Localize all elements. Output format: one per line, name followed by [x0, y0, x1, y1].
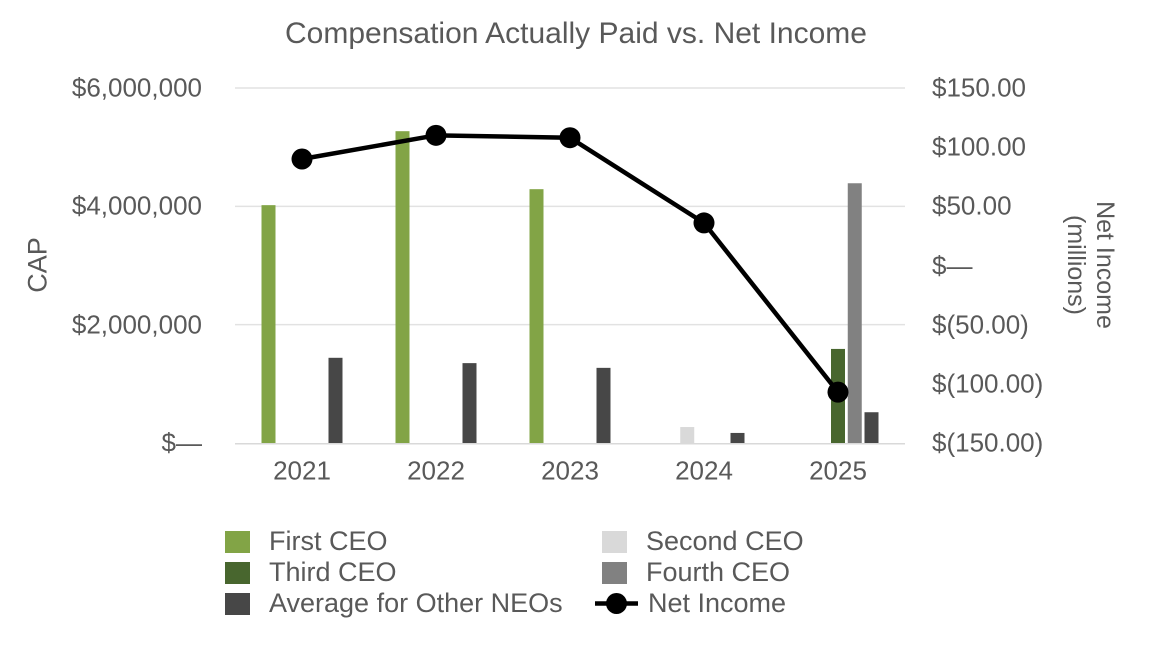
net-income-point-2023: [559, 127, 581, 149]
bar-average-for-other-neos-2025: [864, 412, 879, 443]
x-axis-label-2025: 2025: [809, 455, 867, 486]
right-axis-tick: $(100.00): [932, 368, 1044, 399]
net-income-point-2025: [827, 381, 849, 403]
legend-swatch-first-ceo-icon: [225, 530, 250, 553]
bar-fourth-ceo-2025: [847, 183, 862, 443]
x-axis-label-2021: 2021: [273, 455, 331, 486]
net-income-line: [301, 133, 840, 394]
right-axis-tick: $—: [932, 250, 973, 280]
right-axis-title-line2: (millions): [1062, 215, 1090, 315]
legend-label: First CEO: [269, 526, 388, 556]
right-axis-tick: $(50.00): [932, 309, 1029, 340]
bar-first-ceo-2022: [395, 131, 410, 444]
right-axis-tick: $150.00: [932, 72, 1026, 103]
left-axis-tick: $—: [161, 427, 202, 458]
left-axis-tick: $6,000,000: [71, 72, 202, 103]
legend-label: Third CEO: [269, 557, 397, 587]
left-axis-tick: $2,000,000: [71, 309, 202, 340]
chart-title: Compensation Actually Paid vs. Net Incom…: [285, 17, 867, 50]
legend-item-third-ceo: Third CEO: [225, 557, 602, 588]
legend-item-net-income: Net Income: [595, 588, 804, 619]
net-income-point-2022: [425, 124, 447, 146]
legend-item-fourth-ceo: Fourth CEO: [602, 557, 804, 588]
x-axis-label-2024: 2024: [675, 455, 733, 486]
bar-average-for-other-neos-2021: [328, 357, 343, 443]
right-axis-tick: $(150.00): [932, 427, 1044, 458]
legend-item-second-ceo: Second CEO: [602, 526, 804, 557]
bar-average-for-other-neos-2023: [596, 367, 611, 443]
legend-label: Second CEO: [646, 526, 804, 556]
left-axis-title: CAP: [22, 237, 53, 293]
legend-swatch-second-ceo-icon: [602, 530, 627, 553]
right-axis-title-line1: Net Income: [1091, 201, 1119, 329]
bar-first-ceo-2023: [529, 189, 544, 443]
x-axis-label-2023: 2023: [541, 455, 599, 486]
legend-swatch-fourth-ceo-icon: [602, 561, 627, 584]
legend-swatch-third-ceo-icon: [225, 561, 250, 584]
net-income-point-2021: [291, 148, 313, 170]
net-income-line-marker-icon: [595, 593, 638, 614]
bar-average-for-other-neos-2024: [730, 432, 745, 443]
right-axis-tick: $50.00: [932, 190, 1012, 221]
legend-item-average-for-other-neos: Average for Other NEOs: [225, 588, 602, 619]
net-income-point-2024: [693, 212, 715, 234]
legend-label: Net Income: [648, 588, 787, 618]
bar-first-ceo-2021: [261, 205, 276, 443]
legend-item-first-ceo: First CEO: [225, 526, 602, 557]
left-axis-tick: $4,000,000: [71, 190, 202, 221]
legend-label: Average for Other NEOs: [269, 588, 563, 618]
bar-second-ceo-2024: [680, 427, 695, 443]
legend-marker: [606, 593, 627, 614]
right-axis-title: Net Income (millions): [1061, 201, 1119, 329]
x-axis-label-2022: 2022: [407, 455, 465, 486]
legend: First CEO Second CEO Third CEO Fourth CEO Av…: [225, 526, 804, 619]
legend-swatch-average-for-other-neos-icon: [225, 592, 250, 615]
bar-average-for-other-neos-2022: [462, 363, 477, 443]
legend-label: Fourth CEO: [646, 557, 791, 587]
right-axis-tick: $100.00: [932, 131, 1026, 162]
